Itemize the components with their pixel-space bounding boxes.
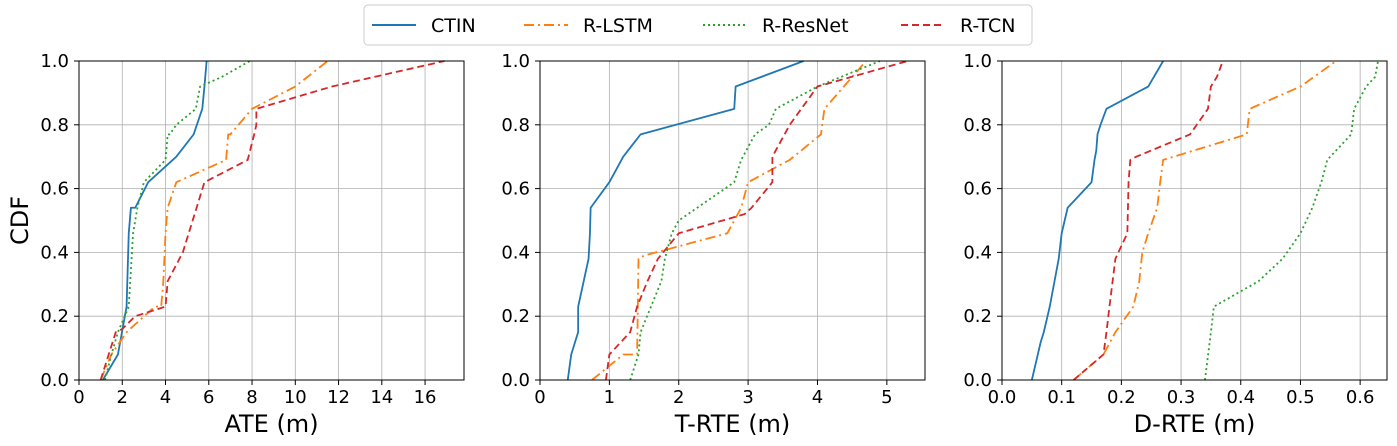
chart-panel-3: 0.0 0.1 0.2 0.3 0.4 0.5 0.6 0.0 0.2 0.4 0.6 0.8 1.0 D… — [963, 51, 1388, 438]
axes-frame — [539, 60, 926, 381]
legend-label: R-TCN — [960, 15, 1016, 37]
y-tick-label: 0.2 — [501, 306, 530, 327]
x-tick-label: 5 — [881, 387, 892, 408]
x-axis-label: D-RTE (m) — [1134, 410, 1256, 438]
y-tick-label: 0.0 — [501, 370, 530, 391]
x-tick-label: 4 — [160, 387, 171, 408]
series-line-r-tcn — [605, 60, 908, 381]
legend-label: R-ResNet — [762, 15, 849, 37]
y-tick-label: 0.4 — [501, 242, 530, 263]
y-tick-label: 1.0 — [40, 51, 69, 72]
x-tick-label: 1 — [604, 387, 615, 408]
series-line-r-resnet — [1204, 60, 1379, 381]
series-line-ctin — [1030, 60, 1164, 381]
y-tick-label: 0.6 — [40, 179, 69, 200]
x-axis-label: ATE (m) — [224, 410, 318, 438]
y-tick-label: 0.0 — [963, 370, 992, 391]
y-tick-label: 0.0 — [40, 370, 69, 391]
y-tick-label: 0.4 — [963, 242, 992, 263]
legend-frame — [363, 4, 1033, 46]
legend-item-r-lstm: R-LSTM — [524, 15, 653, 37]
y-tick-label: 0.8 — [501, 115, 530, 136]
series-group — [1030, 60, 1379, 381]
x-tick-label: 16 — [414, 387, 437, 408]
series-line-ctin — [102, 60, 208, 381]
series-line-r-lstm — [591, 60, 867, 381]
chart-panel-1: 0 2 4 6 8 10 12 14 16 0.0 0.2 0.4 0.6 0.8 1.0 ATE (m) CD… — [6, 51, 465, 438]
axes-frame — [78, 60, 465, 381]
x-tick-label: 3 — [742, 387, 753, 408]
y-tick-label: 0.4 — [40, 242, 69, 263]
x-tick-label: 10 — [284, 387, 307, 408]
series-group — [99, 60, 445, 381]
y-tick-label: 0.2 — [963, 306, 992, 327]
series-line-ctin — [566, 60, 804, 381]
y-axis-label: CDF — [6, 196, 34, 245]
y-tick-label: 1.0 — [963, 51, 992, 72]
x-tick-label: 14 — [370, 387, 393, 408]
legend-item-r-resnet: R-ResNet — [703, 15, 849, 37]
x-tick-label: 0.5 — [1286, 387, 1315, 408]
series-line-r-tcn — [1073, 60, 1224, 381]
x-tick-label: 0.1 — [1047, 387, 1076, 408]
x-tick-label: 0.0 — [988, 387, 1017, 408]
x-tick-label: 0 — [534, 387, 545, 408]
y-tick-label: 0.2 — [40, 306, 69, 327]
legend: CTIN R-LSTM R-ResNet R-TCN — [363, 4, 1033, 46]
legend-item-ctin: CTIN — [372, 15, 476, 37]
series-line-r-tcn — [99, 60, 445, 381]
y-tick-label: 0.6 — [501, 179, 530, 200]
x-tick-label: 8 — [246, 387, 257, 408]
x-tick-label: 12 — [327, 387, 350, 408]
x-tick-label: 2 — [117, 387, 128, 408]
x-tick-label: 0.6 — [1346, 387, 1375, 408]
x-tick-label: 0.2 — [1107, 387, 1136, 408]
x-tick-label: 0.4 — [1226, 387, 1255, 408]
chart-panel-2: 0 1 2 3 4 5 0.0 0.2 0.4 0.6 0.8 1.0 T-RTE (m) — [501, 51, 926, 438]
x-tick-label: 0.3 — [1167, 387, 1196, 408]
y-tick-label: 0.8 — [963, 115, 992, 136]
legend-label: R-LSTM — [583, 15, 653, 37]
y-tick-label: 0.8 — [40, 115, 69, 136]
series-line-r-lstm — [99, 60, 329, 381]
x-axis-label: T-RTE (m) — [674, 410, 791, 438]
x-tick-label: 4 — [812, 387, 823, 408]
y-tick-label: 0.6 — [963, 179, 992, 200]
axes-frame — [1001, 60, 1388, 381]
x-tick-label: 6 — [203, 387, 214, 408]
series-group — [566, 60, 908, 381]
legend-item-r-tcn: R-TCN — [901, 15, 1016, 37]
legend-label: CTIN — [431, 15, 476, 37]
series-line-r-lstm — [1073, 60, 1337, 381]
x-tick-label: 2 — [673, 387, 684, 408]
y-tick-label: 1.0 — [501, 51, 530, 72]
x-tick-label: 0 — [73, 387, 84, 408]
series-line-r-resnet — [629, 60, 881, 381]
